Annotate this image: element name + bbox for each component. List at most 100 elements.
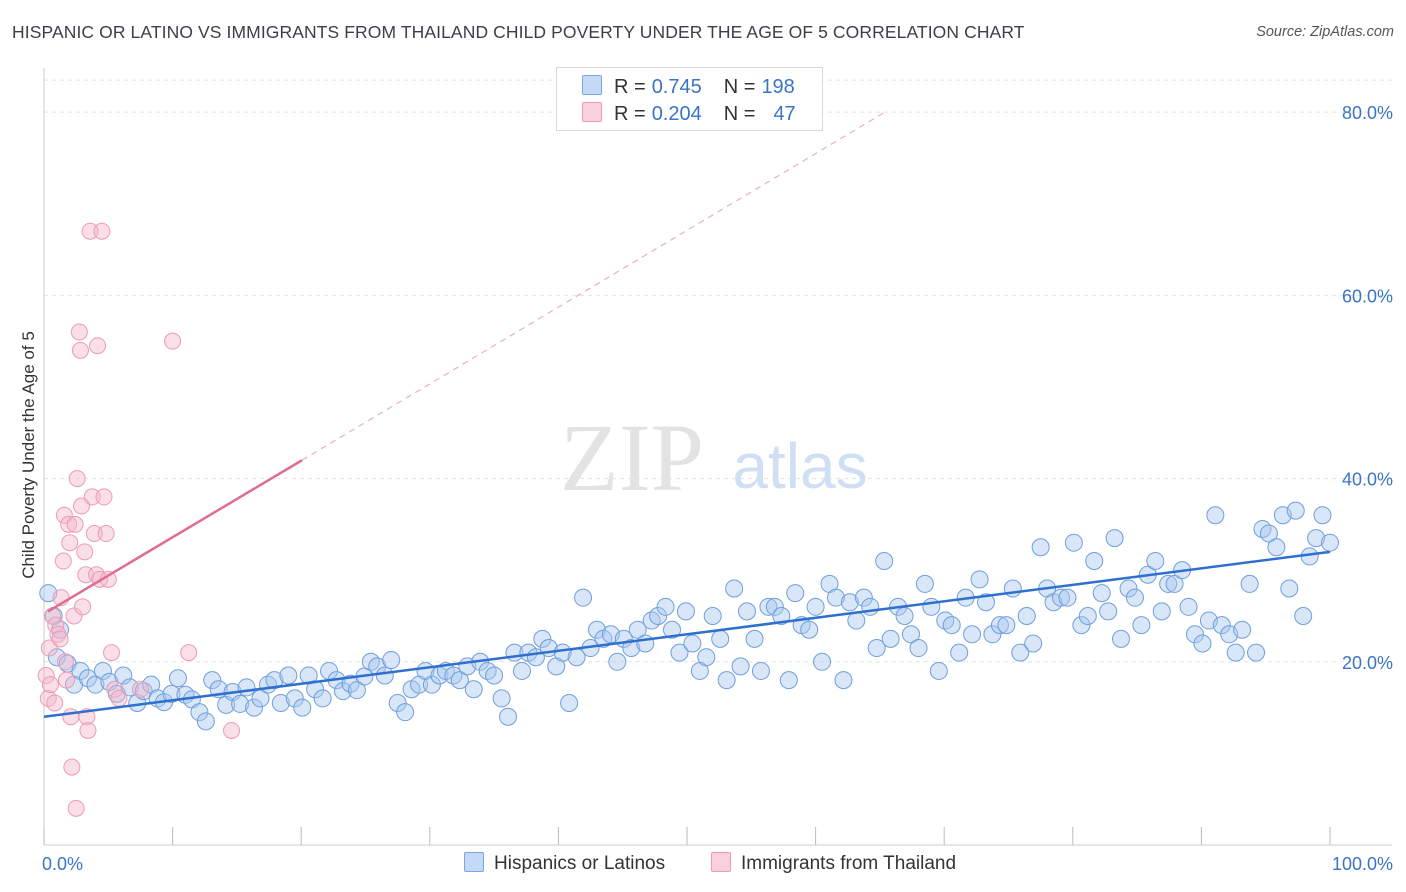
point-hispanics (1313, 506, 1332, 525)
point-hispanics (738, 602, 757, 621)
point-hispanics (909, 639, 928, 658)
point-hispanics (114, 666, 133, 685)
chart-title: HISPANIC OR LATINO VS IMMIGRANTS FROM TH… (12, 22, 1025, 42)
point-hispanics (881, 629, 900, 648)
point-hispanics (1321, 533, 1339, 552)
point-hispanics (662, 620, 681, 639)
point-hispanics (636, 634, 655, 653)
point-thailand (71, 341, 89, 359)
point-hispanics (1253, 519, 1272, 538)
point-hispanics (1179, 597, 1198, 616)
point-hispanics (759, 597, 778, 616)
point-thailand (70, 323, 88, 341)
point-hispanics (1132, 616, 1151, 635)
bottom-legend-swatch-pink (711, 852, 731, 872)
legend-r-value: 0.745 (651, 76, 702, 98)
point-hispanics (333, 682, 352, 701)
point-hispanics (196, 712, 215, 731)
point-hispanics (464, 680, 483, 699)
point-hispanics (642, 611, 661, 630)
y-axis-label: Child Poverty Under the Age of 5 (19, 331, 38, 579)
x-tick-label-max: 100.0% (1332, 854, 1393, 874)
point-hispanics (313, 689, 332, 708)
point-hispanics (1052, 588, 1071, 607)
point-hispanics (895, 606, 914, 625)
point-hispanics (1125, 588, 1144, 607)
point-hispanics (711, 629, 730, 648)
point-hispanics (1185, 625, 1204, 644)
point-hispanics (1105, 529, 1124, 548)
point-hispanics (997, 616, 1016, 635)
bottom-legend-thailand: Immigrants from Thailand (711, 852, 956, 875)
point-hispanics (341, 674, 360, 693)
point-hispanics (970, 570, 989, 589)
point-hispanics (190, 703, 209, 722)
point-hispanics (1031, 538, 1050, 557)
point-hispanics (936, 611, 955, 630)
point-hispanics (499, 707, 518, 726)
point-thailand (97, 525, 115, 543)
point-hispanics (1240, 574, 1259, 593)
point-thailand (49, 625, 67, 643)
legend-r-label: R = (614, 103, 646, 125)
point-thailand (67, 799, 85, 817)
point-hispanics (1112, 629, 1131, 648)
point-thailand (76, 543, 94, 561)
point-hispanics (375, 666, 394, 685)
point-hispanics (1058, 588, 1077, 607)
point-hispanics (450, 671, 469, 690)
point-hispanics (628, 620, 647, 639)
point-thailand (164, 332, 182, 350)
point-hispanics (676, 602, 695, 621)
point-thailand (83, 488, 101, 506)
point-hispanics (942, 616, 961, 635)
point-hispanics (560, 694, 579, 713)
point-hispanics (533, 629, 552, 648)
point-thailand (37, 667, 55, 685)
bottom-legend-swatch-blue (464, 852, 484, 872)
point-hispanics (826, 588, 845, 607)
point-hispanics (983, 625, 1002, 644)
point-hispanics (39, 584, 58, 603)
point-hispanics (347, 681, 366, 700)
point-hispanics (1017, 606, 1036, 625)
point-hispanics (279, 666, 298, 685)
point-hispanics (875, 552, 894, 571)
point-hispanics (649, 606, 668, 625)
point-thailand (89, 337, 107, 355)
point-hispanics (751, 661, 770, 680)
point-hispanics (1233, 620, 1252, 639)
point-hispanics (990, 616, 1009, 635)
point-hispanics (703, 606, 722, 625)
point-thailand (63, 758, 81, 776)
point-thailand (46, 694, 64, 712)
point-hispanics (1085, 552, 1104, 571)
point-thailand (41, 676, 59, 694)
point-hispanics (1011, 643, 1030, 662)
point-hispanics (162, 684, 181, 703)
point-hispanics (86, 675, 105, 694)
point-hispanics (285, 689, 304, 708)
point-hispanics (478, 661, 497, 680)
axes (43, 68, 1392, 846)
point-thailand (60, 515, 78, 533)
point-hispanics (922, 597, 941, 616)
bottom-legend-hispanics: Hispanics or Latinos (464, 852, 665, 875)
watermark-zip: ZIP (560, 404, 704, 511)
watermark-atlas: atlas (732, 430, 867, 502)
legend-row-hispanics: R = 0.745 N = 198 (582, 75, 795, 99)
point-thailand (85, 525, 103, 543)
point-hispanics (1259, 524, 1278, 543)
legend-swatch-pink (582, 102, 602, 122)
point-hispanics (382, 650, 401, 669)
point-hispanics (1152, 602, 1171, 621)
point-hispanics (697, 648, 716, 667)
point-hispanics (422, 675, 441, 694)
point-hispanics (1294, 606, 1313, 625)
point-hispanics (78, 669, 97, 688)
point-thailand (65, 607, 83, 625)
trend-line-thailand-extension (301, 111, 886, 461)
point-hispanics (725, 579, 744, 598)
point-hispanics (1064, 533, 1083, 552)
y-tick-label: 80.0% (1342, 103, 1393, 123)
